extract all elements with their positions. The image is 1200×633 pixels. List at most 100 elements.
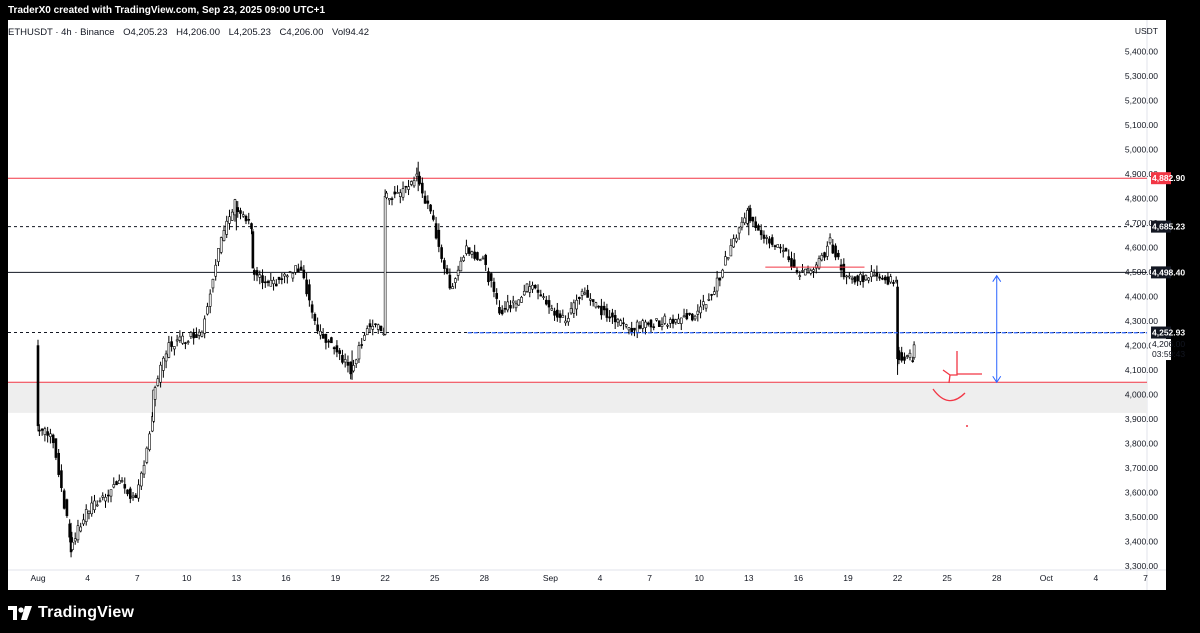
candle-body (423, 195, 427, 204)
x-tick-label: Oct (1040, 573, 1054, 583)
candle-body (867, 277, 870, 281)
x-tick-label: 16 (281, 573, 291, 583)
y-tick-label: 4,200.00 (1125, 341, 1158, 351)
y-tick-label: 4,300.00 (1125, 316, 1158, 326)
x-tick-label: 10 (694, 573, 704, 583)
candle-body (451, 286, 454, 290)
x-tick-label: 19 (331, 573, 341, 583)
x-tick-label: 28 (480, 573, 490, 583)
candle-body (258, 274, 262, 278)
candle-body (809, 270, 813, 274)
bar-countdown-label: 03:59:43 (1152, 349, 1185, 359)
candle-body (291, 272, 295, 279)
candle-body (638, 325, 642, 329)
y-tick-label: 4,800.00 (1125, 194, 1158, 204)
candle-body (773, 245, 777, 248)
candle-body (795, 270, 799, 273)
candle-body (371, 325, 375, 330)
ohlc-high: H4,206.00 (176, 27, 220, 38)
candle-body (308, 284, 311, 301)
candle-body (605, 308, 609, 318)
x-tick-label: 4 (598, 573, 603, 583)
candle-body (528, 286, 532, 293)
x-tick-label: 4 (1094, 573, 1099, 583)
candle-body (751, 216, 755, 222)
candle-body (319, 330, 322, 336)
tradingview-logo[interactable]: TradingView (8, 604, 134, 622)
candle-body (49, 433, 52, 437)
candle-body (324, 333, 328, 343)
candle-body (145, 447, 149, 463)
candle-body (814, 264, 818, 269)
candle-body (740, 221, 744, 228)
symbol-name[interactable]: ETHUSDT · 4h · Binance (8, 27, 115, 38)
candle-body (834, 245, 837, 258)
candle-body (831, 244, 835, 254)
candle-body (473, 251, 476, 259)
candle-body (531, 284, 534, 290)
current-price-box (1151, 339, 1171, 361)
y-tick-label: 5,000.00 (1125, 145, 1158, 155)
candle-body (657, 320, 661, 327)
candle-body (54, 438, 58, 458)
candle-body (426, 200, 430, 204)
candle-body (912, 344, 916, 358)
candle-body (691, 313, 694, 321)
candle-body (192, 332, 195, 339)
candle-body (288, 271, 292, 273)
chart-panel[interactable] (8, 20, 1166, 590)
candle-body (561, 315, 565, 318)
candle-body (360, 344, 364, 346)
candle-body (542, 296, 545, 298)
candle-body (346, 361, 350, 366)
candle-body (476, 252, 479, 260)
drawn-arrow-annotation (942, 351, 982, 384)
candle-body (128, 488, 132, 499)
candle-body (126, 489, 129, 495)
candle-body (820, 254, 824, 261)
ohlc-volume: Vol94.42 (332, 27, 369, 38)
candle-body (674, 319, 678, 323)
candle-body (660, 324, 664, 327)
currency-label: USDT (1135, 26, 1158, 36)
candle-body (853, 276, 857, 283)
candle-body (401, 188, 405, 198)
candle-body (250, 223, 253, 229)
current-price-label: 4,206.00 (1152, 339, 1185, 349)
candle-body (343, 359, 347, 363)
candle-body (779, 246, 782, 249)
candle-body (900, 352, 903, 361)
candle-body (90, 502, 94, 515)
candle-body (715, 277, 719, 292)
candle-body (277, 276, 281, 280)
candle-body (167, 342, 171, 358)
candle-body (459, 260, 463, 272)
candle-body (798, 275, 802, 277)
candle-body (275, 283, 278, 287)
candle-body (393, 191, 397, 195)
candle-body (776, 244, 780, 248)
candle-body (228, 216, 231, 224)
candle-body (823, 252, 826, 258)
attribution-text: TraderX0 created with TradingView.com, S… (8, 5, 326, 16)
candle-body (283, 273, 286, 277)
candle-body (71, 541, 74, 550)
candle-body (883, 276, 887, 281)
candle-body (564, 320, 567, 324)
candle-body (383, 196, 387, 335)
candle-body (310, 304, 314, 313)
x-tick-label: 7 (647, 573, 652, 583)
candle-body (462, 256, 465, 262)
candle-body (46, 431, 49, 436)
x-tick-label: 13 (232, 573, 242, 583)
drawn-curve-annotation (932, 388, 966, 402)
candle-body (784, 247, 788, 252)
candle-body (117, 479, 121, 485)
candle-body (173, 346, 176, 350)
candle-body (870, 271, 873, 278)
candle-body (286, 275, 289, 278)
candle-body (878, 276, 881, 279)
candle-body (663, 315, 667, 324)
candle-body (398, 192, 402, 197)
